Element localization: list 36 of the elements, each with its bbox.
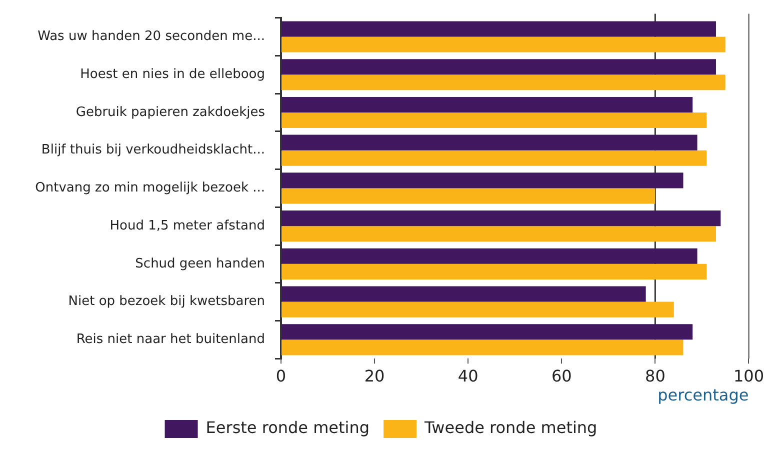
bar xyxy=(282,248,698,264)
bar xyxy=(282,74,726,90)
bar xyxy=(282,112,707,128)
bar xyxy=(282,302,674,318)
x-tick-label: 0 xyxy=(276,366,286,386)
bar xyxy=(282,264,707,280)
y-tick-label: Blijf thuis bij verkoudheidsklacht... xyxy=(41,142,265,158)
bar xyxy=(282,340,684,356)
x-tick-label: 20 xyxy=(364,366,385,386)
y-tick-label: Schud geen handen xyxy=(135,256,265,272)
bar xyxy=(282,210,721,226)
x-tick-label: 100 xyxy=(733,366,764,386)
bar xyxy=(282,21,716,37)
y-tick-label: Ontvang zo min mogelijk bezoek ... xyxy=(35,180,265,196)
x-axis-title: percentage xyxy=(658,386,749,405)
x-tick-label: 60 xyxy=(551,366,572,386)
x-tick-label: 40 xyxy=(458,366,478,386)
bar xyxy=(282,172,684,188)
bar xyxy=(282,96,693,112)
bar xyxy=(282,59,716,75)
bar xyxy=(282,36,726,52)
bar xyxy=(282,188,656,204)
x-tick-label: 80 xyxy=(645,366,666,386)
y-tick-label: Was uw handen 20 seconden me... xyxy=(38,29,265,44)
bar xyxy=(282,226,716,242)
bar xyxy=(282,150,707,166)
legend-label: Tweede ronde meting xyxy=(424,418,598,438)
y-tick-label: Gebruik papieren zakdoekjes xyxy=(76,104,266,120)
y-tick-label: Reis niet naar het buitenland xyxy=(76,332,265,348)
bar xyxy=(282,286,646,302)
y-tick-label: Niet op bezoek bij kwetsbaren xyxy=(68,294,265,310)
legend-label: Eerste ronde meting xyxy=(206,418,370,438)
y-tick-label: Houd 1,5 meter afstand xyxy=(110,218,265,234)
bar xyxy=(282,324,693,340)
y-tick-label: Hoest en nies in de elleboog xyxy=(80,66,265,82)
bar xyxy=(282,134,698,150)
